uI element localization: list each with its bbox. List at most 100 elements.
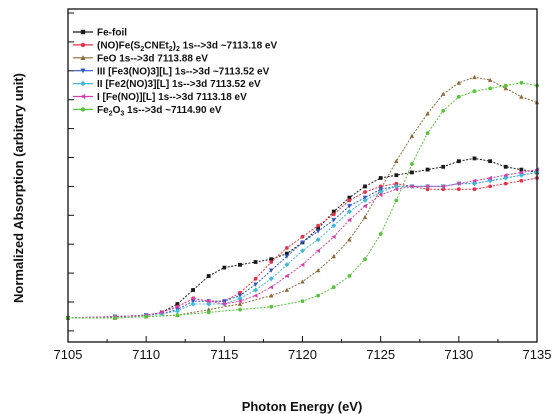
data-point bbox=[363, 184, 367, 189]
data-point bbox=[206, 299, 211, 304]
data-point bbox=[488, 86, 492, 91]
data-point bbox=[456, 80, 462, 85]
data-point bbox=[346, 209, 352, 215]
data-point bbox=[394, 198, 399, 203]
data-point bbox=[206, 307, 211, 312]
x-axis-title: Photon Energy (eV) bbox=[242, 399, 363, 414]
legend-label: Fe2O3 1s-->3d ~7114.90 eV bbox=[97, 105, 222, 118]
data-point bbox=[378, 187, 383, 192]
data-point bbox=[441, 164, 446, 169]
x-tick-label: 7110 bbox=[132, 347, 160, 362]
data-point bbox=[331, 209, 336, 214]
legend-marker bbox=[80, 42, 86, 48]
data-point bbox=[347, 204, 352, 209]
legend-item-fe2o3: Fe2O3 1s-->3d ~7114.90 eV bbox=[73, 105, 222, 118]
data-point bbox=[503, 83, 508, 88]
data-point bbox=[456, 159, 461, 164]
data-point bbox=[488, 184, 492, 189]
series-line bbox=[67, 171, 538, 319]
legend-marker bbox=[80, 80, 86, 87]
data-point bbox=[269, 257, 274, 262]
data-point bbox=[159, 310, 164, 315]
series-line bbox=[67, 171, 538, 319]
data-point bbox=[441, 108, 446, 113]
series-line bbox=[67, 169, 538, 319]
data-point bbox=[222, 299, 227, 304]
data-point bbox=[487, 175, 492, 181]
data-point bbox=[410, 162, 414, 166]
series-4 bbox=[65, 170, 540, 321]
data-point bbox=[503, 173, 508, 178]
data-point bbox=[456, 94, 461, 99]
data-point bbox=[315, 268, 321, 273]
data-point bbox=[487, 77, 493, 82]
x-tick-label: 7115 bbox=[210, 347, 238, 362]
data-point bbox=[362, 203, 367, 209]
data-point bbox=[222, 265, 227, 270]
legend-item-fefoil: Fe-foil bbox=[73, 28, 127, 39]
data-point bbox=[347, 198, 352, 203]
legend-item-ii: II [Fe2(NO)3][L] 1s-->3d 7113.52 eV bbox=[73, 79, 261, 90]
data-point bbox=[253, 287, 259, 293]
data-point bbox=[503, 86, 508, 91]
legend-label: II [Fe2(NO)3][L] 1s-->3d 7113.52 eV bbox=[97, 79, 261, 90]
data-point bbox=[300, 240, 305, 245]
data-point bbox=[331, 234, 336, 239]
data-point bbox=[284, 273, 289, 279]
legend-marker bbox=[80, 55, 86, 60]
data-point bbox=[300, 234, 305, 239]
data-point bbox=[456, 181, 461, 186]
data-point bbox=[472, 187, 477, 192]
data-point bbox=[206, 274, 211, 278]
data-point bbox=[503, 164, 508, 169]
legend-item-i: I [Fe(NO)][L] 1s-->3d 7113.18 eV bbox=[73, 92, 247, 103]
series-line bbox=[68, 76, 538, 319]
x-tick-label: 7120 bbox=[288, 347, 317, 362]
data-point bbox=[253, 282, 258, 287]
data-point bbox=[472, 74, 477, 80]
data-point bbox=[362, 195, 368, 200]
data-point bbox=[221, 301, 227, 307]
data-point bbox=[268, 276, 274, 282]
data-point bbox=[206, 310, 211, 315]
data-point bbox=[268, 285, 274, 290]
data-point bbox=[378, 176, 383, 180]
data-point bbox=[472, 89, 477, 94]
data-point bbox=[425, 187, 430, 192]
data-point bbox=[300, 279, 305, 284]
data-point bbox=[300, 262, 305, 267]
data-point bbox=[394, 158, 399, 164]
data-point bbox=[441, 187, 446, 192]
data-point bbox=[238, 307, 242, 312]
data-point bbox=[300, 299, 305, 304]
legend-marker bbox=[80, 68, 86, 74]
legend-item-feo: FeO 1s-->3d 7113.88 eV bbox=[73, 53, 208, 64]
data-point bbox=[315, 248, 321, 253]
data-point bbox=[284, 287, 290, 292]
data-point bbox=[238, 262, 242, 267]
data-point bbox=[378, 192, 383, 197]
legend-label: III [Fe3(NO)3][L] 1s-->3d ~7113.52 eV bbox=[97, 66, 270, 77]
legend-marker bbox=[80, 107, 86, 112]
data-point bbox=[175, 302, 180, 306]
legend-marker bbox=[80, 94, 86, 99]
data-point bbox=[190, 299, 196, 304]
x-tick-label: 7105 bbox=[54, 347, 83, 362]
data-point bbox=[347, 217, 352, 223]
legend-label: Fe-foil bbox=[97, 28, 127, 39]
data-point bbox=[190, 301, 196, 307]
data-point bbox=[363, 257, 367, 262]
data-point bbox=[363, 190, 367, 194]
x-axis: 7105 7110 7115 7120 7125 7130 7135 bbox=[54, 336, 551, 362]
data-point bbox=[190, 296, 195, 301]
data-point bbox=[237, 301, 243, 306]
data-point bbox=[503, 181, 508, 186]
series-layer bbox=[65, 74, 540, 321]
data-point bbox=[253, 293, 258, 298]
data-point bbox=[347, 274, 352, 278]
data-point bbox=[144, 314, 149, 319]
legend-item-iii: III [Fe3(NO)3][L] 1s-->3d ~7113.52 eV bbox=[73, 66, 270, 77]
data-point bbox=[174, 308, 180, 314]
data-point bbox=[488, 159, 492, 164]
data-point bbox=[425, 131, 430, 136]
